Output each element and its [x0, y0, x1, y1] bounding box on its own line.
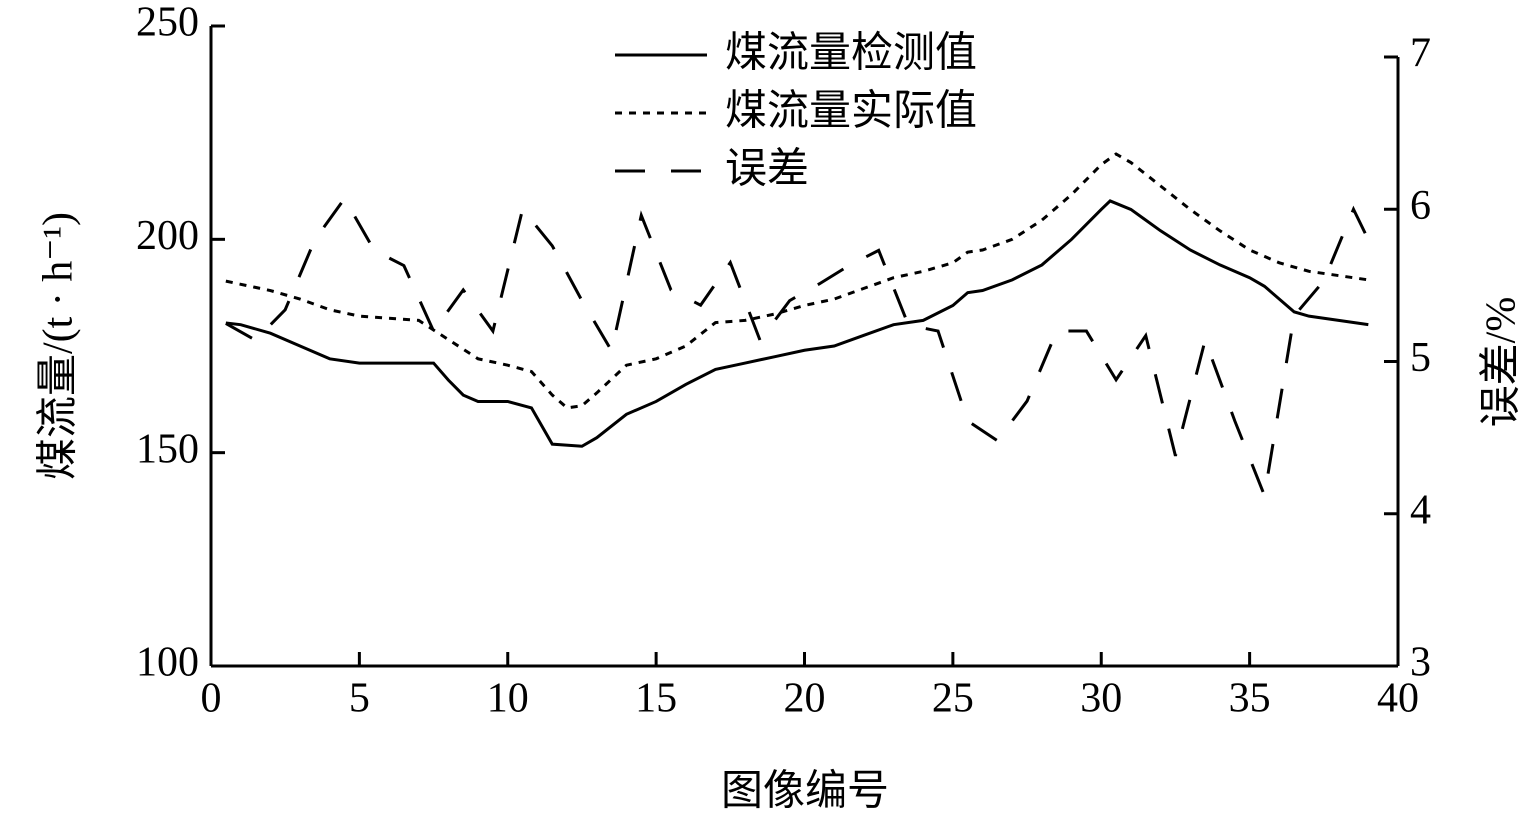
series-line	[225, 152, 1369, 410]
y2-tick-label: 7	[1410, 31, 1431, 77]
series-line	[225, 199, 1369, 448]
y2-axis-label: 误差/%	[1479, 297, 1525, 428]
x-axis-label: 图像编号	[721, 769, 889, 815]
y2-tick-label: 5	[1410, 335, 1431, 381]
x-tick-label: 20	[784, 676, 826, 722]
y-axis-label: 煤流量/(t · h⁻¹)	[36, 212, 82, 480]
series-line	[225, 195, 1370, 502]
legend-label: 煤流量检测值	[725, 30, 977, 77]
x-tick-label: 40	[1377, 676, 1419, 722]
x-tick-label: 25	[932, 676, 974, 722]
x-tick-label: 15	[635, 676, 677, 722]
y2-tick-label: 4	[1410, 487, 1431, 533]
y-tick-label: 100	[136, 640, 199, 686]
y-tick-label: 250	[136, 0, 199, 46]
x-tick-label: 5	[349, 676, 370, 722]
legend-label: 误差	[725, 147, 809, 193]
y2-tick-label: 6	[1410, 183, 1431, 229]
x-tick-label: 10	[487, 676, 529, 722]
y-tick-label: 200	[136, 213, 199, 259]
x-tick-label: 35	[1229, 676, 1271, 722]
legend-label: 煤流量实际值	[725, 88, 977, 135]
y-tick-label: 150	[136, 426, 199, 472]
x-tick-label: 0	[201, 676, 222, 722]
x-tick-label: 30	[1080, 676, 1122, 722]
y2-tick-label: 3	[1410, 640, 1431, 686]
